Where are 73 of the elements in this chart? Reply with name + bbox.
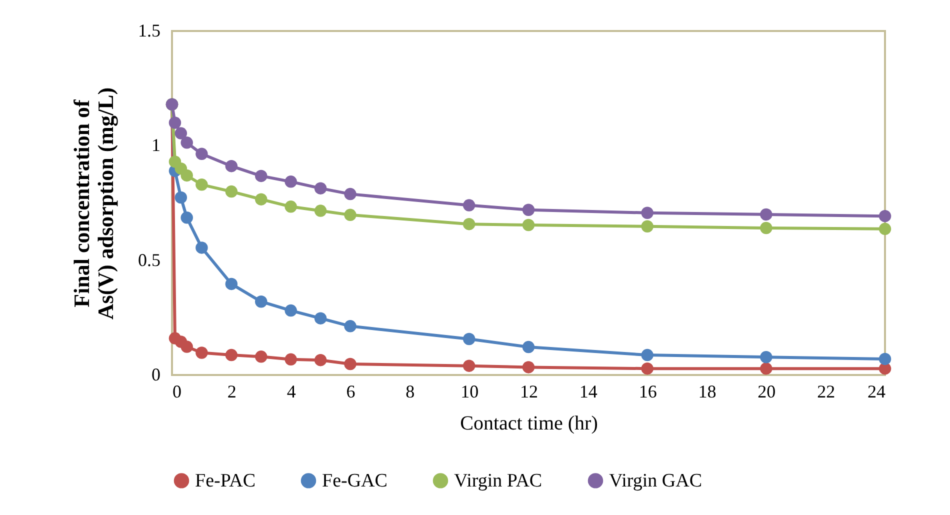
- x-tick-label: 2: [227, 382, 236, 402]
- point: [462, 218, 476, 230]
- point: [284, 200, 297, 213]
- point: [255, 193, 268, 206]
- x-tick-label: 18: [698, 382, 716, 402]
- point: [760, 222, 772, 234]
- point: [225, 185, 238, 198]
- y-tick-label: 1: [152, 135, 160, 156]
- point: [344, 358, 356, 370]
- point: [255, 170, 268, 182]
- point: [196, 346, 208, 359]
- x-tick-label: 8: [406, 382, 415, 402]
- x-tick-label: 4: [286, 382, 296, 402]
- point: [314, 354, 327, 366]
- point: [225, 348, 238, 362]
- point: [255, 296, 268, 308]
- y-tick-label: 1.5: [138, 20, 160, 40]
- point: [344, 320, 356, 332]
- point: [344, 188, 356, 200]
- point: [641, 362, 654, 375]
- y-tick-label: 0.5: [138, 250, 160, 270]
- x-tick-label: 22: [817, 382, 836, 402]
- point: [641, 348, 654, 362]
- legend-label: Fe-PAC: [195, 470, 256, 492]
- point: [462, 199, 476, 212]
- point: [878, 222, 892, 236]
- x-tick-label: 6: [346, 382, 356, 402]
- x-axis-title: Contact time (hr): [460, 412, 598, 434]
- point: [180, 169, 193, 182]
- point: [174, 127, 188, 140]
- point: [180, 136, 193, 149]
- x-tick-label: 12: [520, 382, 538, 402]
- point: [284, 304, 297, 317]
- point: [196, 178, 208, 191]
- point: [180, 212, 193, 224]
- point: [196, 148, 208, 160]
- x-tick-label: 14: [579, 382, 598, 402]
- point: [168, 116, 182, 129]
- point: [878, 210, 892, 222]
- point: [255, 350, 268, 363]
- point: [522, 340, 535, 354]
- point: [760, 351, 772, 364]
- point: [180, 340, 193, 353]
- point: [314, 182, 327, 194]
- point: [760, 208, 772, 221]
- y-axis-title: Final concentration of As(V) adsorption (mg/L): [69, 87, 118, 320]
- point: [641, 220, 654, 233]
- point: [314, 204, 327, 217]
- point: [522, 204, 535, 216]
- point: [522, 218, 535, 232]
- x-tick-label: 16: [638, 382, 657, 402]
- point: [760, 362, 772, 375]
- x-tick-label: 24: [868, 382, 886, 402]
- point: [284, 353, 297, 366]
- point: [225, 278, 238, 290]
- point: [174, 191, 188, 204]
- point: [314, 312, 327, 324]
- x-tick-label: 0: [172, 382, 182, 402]
- legend-label: Virgin PAC: [454, 470, 542, 492]
- point: [641, 206, 654, 219]
- point: [196, 242, 208, 254]
- point: [225, 160, 238, 172]
- x-tick-label: 10: [460, 382, 479, 402]
- point: [462, 332, 476, 346]
- legend-label: Fe-GAC: [322, 470, 388, 492]
- x-tick-label: 20: [758, 382, 776, 402]
- point: [878, 352, 892, 366]
- y-tick-label: 0: [152, 364, 160, 384]
- point: [284, 176, 297, 188]
- legend-label: Virgin GAC: [609, 470, 702, 492]
- point: [344, 208, 356, 222]
- point: [522, 361, 535, 374]
- point: [462, 360, 476, 372]
